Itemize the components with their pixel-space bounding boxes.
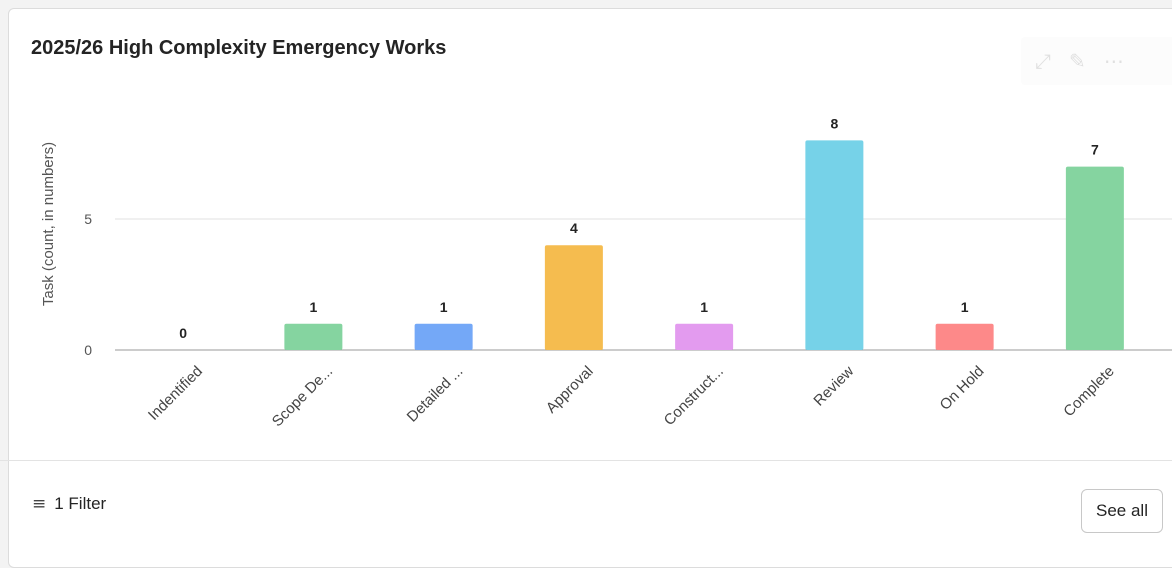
x-tick-label: Detailed ...: [404, 363, 467, 426]
x-tick-label: On Hold: [937, 363, 988, 414]
x-tick-label: Complete: [1060, 363, 1117, 420]
x-tick-label: Indentified: [145, 363, 206, 424]
expand-icon[interactable]: ⤢: [1035, 49, 1051, 73]
data-label: 1: [700, 299, 708, 315]
data-label: 0: [179, 325, 187, 341]
bar: [284, 323, 343, 350]
data-label: 1: [961, 299, 969, 315]
bar: [935, 323, 994, 350]
bar: [544, 245, 603, 350]
x-tick-label: Review: [810, 363, 857, 410]
data-label: 8: [830, 115, 838, 131]
edit-pencil-icon[interactable]: ✎: [1069, 49, 1086, 73]
filter-label: 1 Filter: [54, 494, 107, 513]
filter-button[interactable]: ≡ 1 Filter: [32, 494, 106, 514]
x-tick-label: Construct...: [661, 363, 727, 429]
x-tick-label: Approval: [543, 363, 597, 417]
data-label: 7: [1091, 142, 1099, 158]
bar: [1065, 166, 1124, 350]
card-actions: ⤢ ✎ ⋯: [1021, 37, 1172, 85]
data-label: 1: [309, 299, 317, 315]
y-tick-label: 5: [84, 211, 92, 227]
bar: [805, 140, 864, 350]
data-label: 4: [570, 220, 578, 236]
bar: [675, 323, 734, 350]
bar: [414, 323, 473, 350]
more-options-icon[interactable]: ⋯: [1103, 49, 1124, 73]
bar-chart: 0 5 Task (count, in numbers) 0 Indentified 1 S…: [40, 115, 1172, 430]
y-axis-label: Task (count, in numbers): [40, 142, 57, 306]
footer-divider: [0, 460, 1172, 461]
card-title: 2025/26 High Complexity Emergency Works: [31, 37, 447, 59]
y-tick-label: 0: [84, 342, 92, 358]
x-tick-label: Scope De...: [269, 363, 336, 430]
see-all-button[interactable]: See all: [1081, 489, 1163, 533]
data-label: 1: [440, 299, 448, 315]
filter-icon: ≡: [32, 494, 47, 514]
